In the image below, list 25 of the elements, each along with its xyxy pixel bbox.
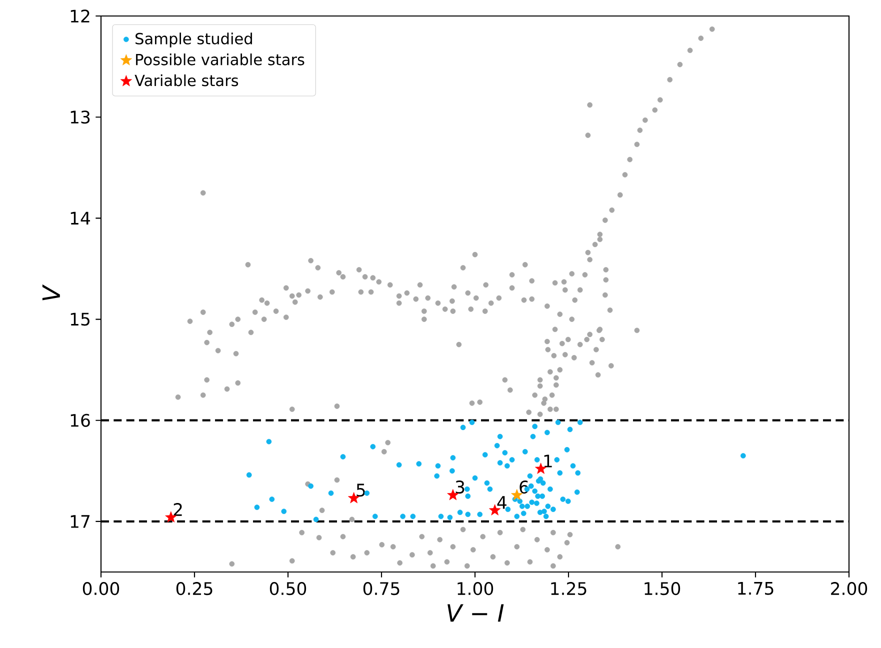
legend-label: Sample studied: [136, 32, 252, 48]
x-axis-title: V − I: [448, 604, 504, 622]
x-tick-label: 0.00: [82, 582, 120, 596]
y-tick-label: 15: [70, 312, 90, 326]
x-tick-label: 0.50: [270, 582, 306, 596]
x-tick-label: 0.25: [176, 582, 212, 596]
y-tick-label: 13: [70, 110, 90, 124]
legend-label: Variable stars: [134, 74, 238, 86]
y-tick-label: 14: [70, 212, 90, 224]
x-tick-label: 2.00: [831, 582, 868, 596]
y-tick-label: 12: [70, 10, 90, 22]
x-tick-label: 0.75: [363, 582, 400, 596]
annotation: 3: [456, 480, 464, 494]
x-tick-label: 1.25: [551, 582, 586, 596]
annotation: 1: [544, 454, 552, 468]
y-tick-label: 16: [70, 414, 90, 427]
annotation: 4: [497, 496, 506, 509]
y-tick-label: 17: [70, 515, 90, 528]
annotation: 5: [356, 484, 365, 497]
y-axis-title: V: [42, 284, 60, 300]
x-tick-label: 1.75: [738, 582, 774, 595]
x-tick-label: 1.50: [644, 582, 680, 596]
legend-label: Possible variable stars: [136, 54, 304, 66]
x-tick-label: 1.00: [458, 582, 494, 596]
annotation: 2: [174, 503, 182, 516]
